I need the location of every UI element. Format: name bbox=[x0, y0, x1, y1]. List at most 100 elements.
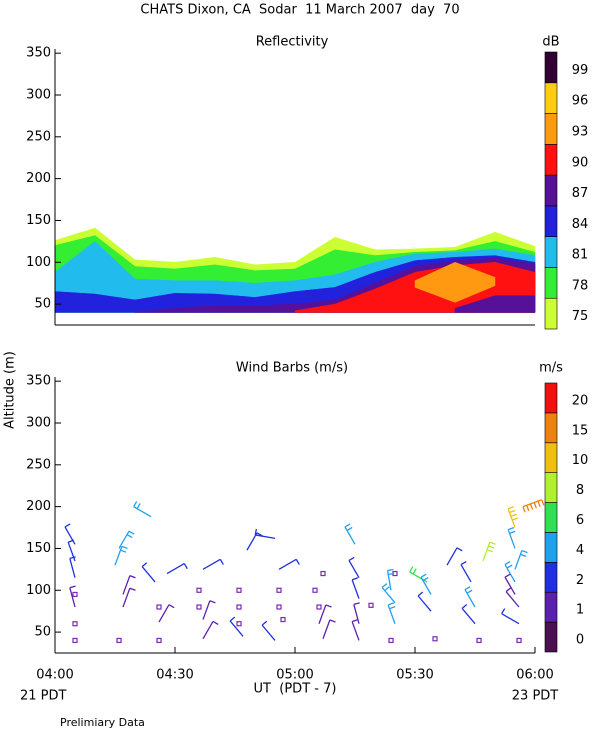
wind-barb bbox=[202, 558, 224, 570]
wind-barb bbox=[353, 602, 360, 624]
colorbar-label: 78 bbox=[572, 278, 589, 293]
colorbar-box bbox=[544, 442, 558, 473]
y-tick-label: 200 bbox=[26, 499, 51, 514]
colorbar-box bbox=[544, 113, 558, 145]
colorbar-box bbox=[544, 532, 558, 563]
colorbar-label: 90 bbox=[572, 155, 589, 170]
calm-marker bbox=[72, 637, 78, 644]
y-tick-label: 100 bbox=[26, 255, 51, 270]
colorbar-box bbox=[544, 51, 558, 84]
x-axis-title: UT (PDT - 7) bbox=[254, 682, 337, 697]
wind-barb bbox=[522, 499, 545, 513]
colorbar-box bbox=[544, 205, 558, 237]
calm-marker bbox=[196, 604, 202, 610]
calm-marker bbox=[156, 604, 162, 610]
y-tick-label: 200 bbox=[26, 171, 51, 186]
wind-barb bbox=[507, 526, 516, 549]
colorbar-box bbox=[544, 144, 558, 176]
y-tick-label: 150 bbox=[26, 541, 51, 556]
colorbar-box bbox=[544, 412, 558, 444]
wind-barb bbox=[141, 562, 156, 583]
colorbar-label: 4 bbox=[576, 543, 584, 558]
calm-marker bbox=[320, 570, 326, 577]
wind-barb bbox=[348, 556, 360, 579]
wind-barb bbox=[202, 620, 219, 640]
colorbar-box bbox=[544, 236, 558, 268]
start-note: 21 PDT bbox=[20, 689, 67, 704]
contour-band bbox=[454, 295, 536, 313]
wind-barb bbox=[344, 523, 356, 545]
wind-barb bbox=[278, 558, 300, 570]
y-tick-label: 50 bbox=[34, 297, 51, 312]
x-tick-label: 05:00 bbox=[276, 668, 313, 683]
wind-barb bbox=[202, 600, 216, 620]
wind-barb bbox=[122, 575, 136, 595]
colorbar-label: 75 bbox=[572, 309, 589, 324]
wind-barb bbox=[505, 587, 520, 608]
calm-marker bbox=[368, 602, 374, 608]
colorbar-label: 6 bbox=[576, 513, 584, 528]
x-tick-label: 04:00 bbox=[36, 668, 73, 683]
colorbar-box bbox=[544, 267, 558, 299]
y-tick-label: 250 bbox=[26, 457, 51, 472]
wind-barb bbox=[254, 528, 276, 540]
colorbar-label: 1 bbox=[576, 603, 584, 618]
wind-barb bbox=[446, 547, 463, 566]
panel-title: Wind Barbs (m/s) bbox=[236, 361, 348, 376]
colorbar-label: 20 bbox=[572, 393, 589, 408]
wind-barb bbox=[504, 573, 516, 595]
contour-band bbox=[414, 262, 496, 303]
wind-barb bbox=[261, 620, 276, 641]
calm-marker bbox=[432, 636, 438, 642]
colorbar-box bbox=[544, 174, 558, 207]
calm-marker bbox=[388, 637, 394, 644]
wind-barb bbox=[318, 604, 332, 624]
x-tick-label: 05:30 bbox=[396, 668, 433, 683]
colorbar-box bbox=[544, 562, 558, 593]
y-tick-label: 350 bbox=[26, 46, 51, 61]
page-title: CHATS Dixon, CA Sodar 11 March 2007 day … bbox=[140, 3, 459, 18]
wind-barb bbox=[482, 541, 496, 562]
wind-barb bbox=[69, 556, 76, 578]
colorbar-label: 8 bbox=[576, 483, 584, 498]
calm-marker bbox=[156, 637, 162, 644]
colorbar-label: 84 bbox=[572, 217, 589, 232]
wind-barb bbox=[387, 602, 396, 624]
colorbar-label: 15 bbox=[572, 423, 589, 438]
x-tick-label: 04:30 bbox=[156, 668, 193, 683]
colorbar-box bbox=[544, 621, 558, 653]
calm-marker bbox=[476, 637, 482, 644]
wind-barb bbox=[158, 604, 175, 623]
colorbar-label: 81 bbox=[572, 248, 589, 263]
y-tick-label: 300 bbox=[26, 88, 51, 103]
calm-marker bbox=[276, 587, 282, 593]
x-tick-label: 06:00 bbox=[516, 668, 553, 683]
calm-marker bbox=[516, 637, 522, 644]
wind-barb bbox=[166, 562, 188, 575]
wind-barb bbox=[504, 561, 516, 583]
wind-barb bbox=[381, 583, 396, 604]
y-axis-title: Altitude (m) bbox=[3, 351, 18, 429]
panel-title: Reflectivity bbox=[256, 35, 329, 50]
footnote: Prelimiary Data bbox=[60, 716, 145, 729]
colorbar-label: 2 bbox=[576, 573, 584, 588]
calm-marker bbox=[196, 587, 202, 593]
colorbar-box bbox=[544, 472, 558, 503]
calm-marker bbox=[276, 604, 282, 610]
colorbar-box bbox=[544, 502, 558, 533]
wind-barb bbox=[351, 618, 360, 641]
calm-marker bbox=[72, 621, 78, 627]
y-tick-label: 50 bbox=[34, 625, 51, 640]
wind-barb bbox=[417, 591, 432, 612]
wind-barb bbox=[122, 587, 136, 608]
calm-marker bbox=[316, 604, 322, 610]
calm-marker bbox=[280, 616, 286, 623]
y-tick-label: 350 bbox=[26, 374, 51, 389]
end-note: 23 PDT bbox=[512, 689, 559, 704]
calm-marker bbox=[116, 637, 122, 644]
wind-barb bbox=[464, 586, 476, 608]
wind-barb bbox=[351, 577, 360, 599]
colorbar-label: 93 bbox=[572, 125, 589, 140]
